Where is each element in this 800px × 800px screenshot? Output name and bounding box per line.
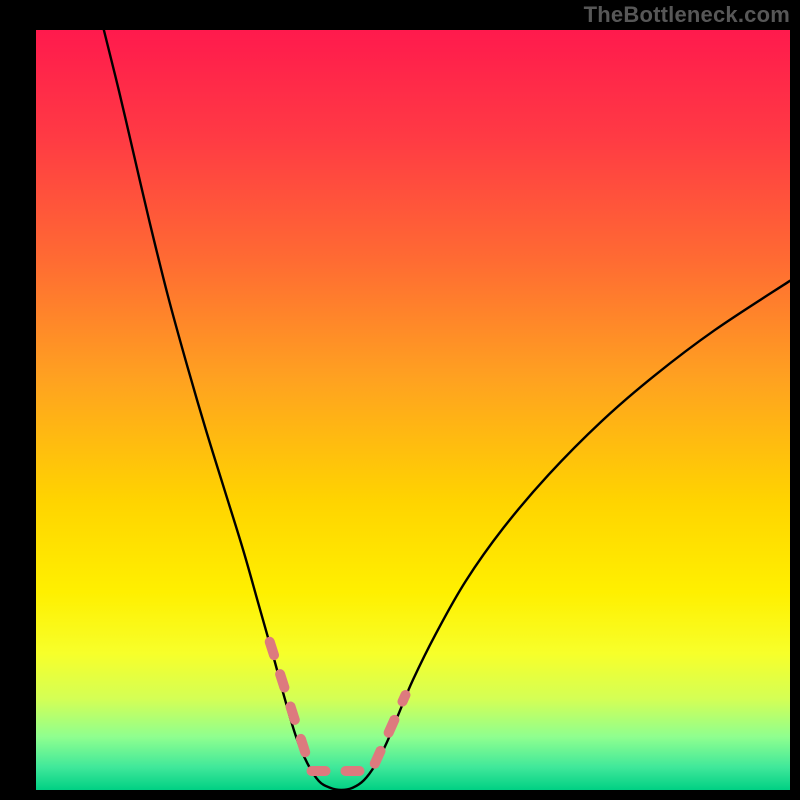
- chart-background: [36, 30, 790, 790]
- chart-canvas: { "watermark": { "text": "TheBottleneck.…: [0, 0, 800, 800]
- chart-plot-area: [36, 30, 790, 790]
- watermark-text: TheBottleneck.com: [584, 2, 790, 28]
- chart-svg: [36, 30, 790, 790]
